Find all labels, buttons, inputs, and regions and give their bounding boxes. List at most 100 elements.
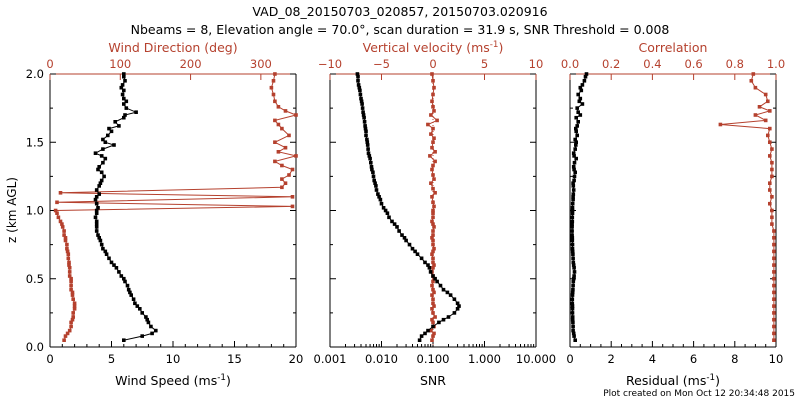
snr-point xyxy=(407,242,412,247)
wind-speed-point xyxy=(125,283,130,288)
wind-direction-point xyxy=(60,225,65,229)
snr-point xyxy=(387,215,391,220)
residual-point xyxy=(570,222,574,226)
correlation-point xyxy=(768,181,772,185)
snr-point xyxy=(457,304,461,308)
snr-point xyxy=(381,206,386,210)
correlation-point xyxy=(770,167,774,172)
snr-point xyxy=(404,238,408,243)
bottom-axis-title: Residual (ms-1) xyxy=(626,373,720,388)
vertical-velocity-point xyxy=(432,109,436,113)
residual-point xyxy=(575,124,579,128)
residual-point xyxy=(570,229,574,233)
wind-speed-point xyxy=(131,297,136,301)
wind-speed-point xyxy=(101,137,105,142)
residual-point xyxy=(584,72,589,76)
wind-direction-point xyxy=(283,145,288,150)
wind-speed-point xyxy=(119,85,124,90)
correlation-point xyxy=(770,195,774,199)
correlation-point xyxy=(768,140,772,144)
snr-point xyxy=(357,85,362,90)
correlation-point xyxy=(768,109,772,113)
bottom-axis-title: Wind Speed (ms-1) xyxy=(115,373,231,388)
vertical-velocity-point xyxy=(431,79,435,83)
residual-point xyxy=(570,290,575,295)
vertical-velocity-point xyxy=(431,297,435,301)
x-top-tick-label: 200 xyxy=(180,57,202,71)
snr-point xyxy=(367,154,372,158)
wind-speed-point xyxy=(113,120,117,124)
correlation-point xyxy=(766,99,770,104)
vertical-velocity-point xyxy=(432,85,436,90)
snr-point xyxy=(377,195,381,199)
snr-point xyxy=(452,311,457,315)
residual-point xyxy=(570,206,575,210)
x-bottom-tick-label: 4 xyxy=(649,352,656,366)
x-bottom-tick-label: 10 xyxy=(769,352,784,366)
wind-direction-point xyxy=(69,324,73,329)
wind-direction-point xyxy=(287,133,291,138)
x-bottom-tick-label: 0 xyxy=(46,352,53,366)
wind-direction-point xyxy=(60,222,64,226)
bottom-axis-title-main: Wind Speed (ms xyxy=(115,373,217,388)
vertical-velocity-point xyxy=(431,233,435,237)
residual-point xyxy=(570,297,575,301)
wind-speed-point xyxy=(101,147,105,151)
residual-point xyxy=(570,307,575,311)
wind-speed-point xyxy=(114,266,119,270)
x-top-tick-label: −5 xyxy=(373,57,390,71)
x-bottom-tick-label: 0.100 xyxy=(417,352,450,366)
snr-point xyxy=(445,290,450,295)
wind-speed-point xyxy=(133,301,137,306)
snr-point xyxy=(364,133,368,138)
snr-point xyxy=(362,115,366,120)
snr-point xyxy=(360,102,364,106)
residual-point xyxy=(571,197,575,202)
top-axis-title: Wind Direction (deg) xyxy=(108,40,237,55)
residual-point xyxy=(570,249,575,254)
wind-speed-point xyxy=(96,167,100,172)
x-bottom-tick-label: 1.000 xyxy=(468,352,501,366)
x-bottom-tick-label: 0 xyxy=(566,352,573,366)
correlation-point xyxy=(772,242,776,247)
snr-point xyxy=(361,113,366,117)
wind-direction-point xyxy=(273,72,277,76)
snr-point xyxy=(355,72,360,76)
wind-speed-point xyxy=(146,320,151,325)
x-bottom-tick-label: 5 xyxy=(108,352,115,366)
residual-point xyxy=(570,315,575,319)
wind-speed-point xyxy=(154,328,158,333)
wind-direction-point xyxy=(63,236,68,240)
wind-speed-point xyxy=(126,287,131,292)
wind-direction-point xyxy=(283,181,288,185)
wind-direction-point xyxy=(290,167,295,172)
wind-speed-point xyxy=(119,274,124,278)
vertical-velocity-point xyxy=(433,159,437,164)
correlation-point xyxy=(770,174,774,179)
vertical-velocity-point xyxy=(431,242,435,247)
vertical-velocity-point xyxy=(431,311,435,315)
snr-point xyxy=(361,110,365,114)
vertical-velocity-point xyxy=(431,140,435,144)
residual-point xyxy=(583,74,588,79)
correlation-point xyxy=(763,92,768,97)
wind-speed-point xyxy=(123,279,127,284)
residual-point xyxy=(576,92,580,97)
wind-speed-point xyxy=(94,225,99,229)
residual-point xyxy=(576,110,580,114)
residual-point xyxy=(572,160,577,165)
correlation-point xyxy=(768,201,772,206)
wind-direction-point xyxy=(280,177,284,181)
footer-timestamp: Plot created on Mon Oct 12 20:34:48 2015 xyxy=(603,389,795,399)
wind-direction-point xyxy=(283,109,288,113)
snr-point xyxy=(365,140,370,144)
wind-direction-line xyxy=(54,73,298,341)
wind-speed-point xyxy=(124,106,129,110)
wind-speed-point xyxy=(99,170,104,175)
snr-point xyxy=(423,331,427,336)
residual-point xyxy=(570,317,575,322)
wind-speed-point xyxy=(122,115,126,120)
residual-point xyxy=(570,236,575,240)
